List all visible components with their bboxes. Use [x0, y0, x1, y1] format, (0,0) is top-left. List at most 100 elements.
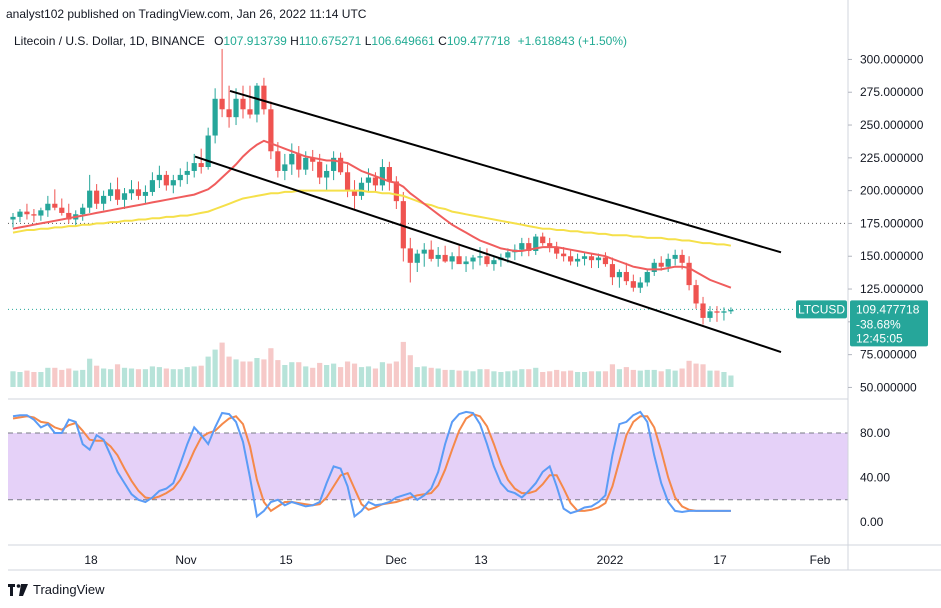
candle-body: [400, 201, 406, 249]
publisher-caption: analyst102 published on TradingView.com,…: [6, 7, 367, 21]
axes: 300.000000 275.000000 250.000000 225.000000…: [8, 0, 941, 571]
volume-bar: [289, 362, 295, 387]
open-label: O: [214, 34, 224, 48]
volume-bar: [128, 368, 135, 387]
countdown-text: 12:45:05: [856, 331, 903, 345]
candle-body: [707, 311, 713, 318]
volume-bar: [226, 356, 232, 387]
volume-bar: [512, 370, 518, 387]
candle-body: [407, 248, 413, 263]
candle-body: [324, 170, 330, 178]
volume-bar: [80, 369, 86, 387]
time-tick-label: 13: [474, 553, 488, 567]
candle-body: [337, 157, 344, 173]
volume-bar: [177, 369, 183, 387]
ticker-badge: [796, 300, 847, 319]
candle-body: [156, 174, 162, 181]
volume-bar: [344, 361, 351, 387]
volume-bar: [317, 362, 323, 387]
price-tick-label: 150.000000: [860, 249, 924, 263]
close-value: 109.477718: [446, 34, 511, 48]
price-tick-label: 175.000000: [860, 216, 924, 230]
price-tick-label: 200.000000: [860, 184, 924, 198]
low-label: L: [364, 34, 372, 48]
candle-body: [296, 153, 302, 170]
time-tick-label: 17: [713, 553, 727, 567]
price-tick-label: 225.000000: [860, 151, 924, 165]
volume-bar: [45, 367, 51, 387]
volume-bar: [526, 369, 532, 387]
volume-bar: [142, 369, 149, 387]
volume-bar: [17, 372, 23, 387]
ohlc-values: O107.913739 H110.675271 L106.649661 C109…: [214, 34, 627, 48]
volume-bar: [428, 367, 434, 387]
candle-body: [59, 207, 65, 213]
candle-body: [205, 135, 211, 168]
volume-bar: [94, 365, 100, 387]
volume-bar: [700, 364, 706, 387]
candle-body: [240, 98, 246, 110]
volume-bar: [24, 370, 30, 387]
candle-body: [442, 254, 448, 262]
candle-body: [66, 212, 72, 220]
candle-body: [275, 151, 281, 171]
candle-body: [310, 157, 316, 162]
volume-bar: [184, 367, 190, 387]
volume-bar: [414, 367, 420, 387]
volume-bar: [637, 370, 643, 387]
volume-bar: [10, 371, 16, 387]
candle-body: [142, 191, 149, 196]
time-tick-label: Feb: [810, 553, 831, 567]
candle-body: [317, 161, 323, 178]
candle-body: [344, 172, 351, 191]
candle-body: [163, 174, 169, 186]
candle-body: [491, 260, 497, 265]
candle-body: [602, 257, 609, 265]
volume-bar: [38, 372, 44, 387]
volume-bar: [714, 370, 720, 387]
price-tick-label: 250.000000: [860, 118, 924, 132]
candle-body: [128, 189, 135, 194]
volume-bar: [707, 370, 713, 387]
candle-body: [623, 271, 629, 282]
candle-body: [609, 264, 616, 278]
volume-bar: [149, 366, 155, 387]
candle-body: [107, 189, 114, 196]
volume-bar: [170, 369, 176, 387]
volume-bar: [574, 372, 581, 387]
volume-bar: [261, 359, 267, 387]
ma-fast-line: [12, 139, 732, 289]
stoch-tick-label: 0.00: [860, 515, 884, 529]
volume-bar: [679, 368, 685, 387]
stochastic-lines: [12, 410, 731, 519]
change-value: +1.618843 (+1.50%): [517, 34, 627, 48]
candle-body: [170, 180, 176, 186]
candle-body: [561, 253, 567, 257]
stoch-tick-label: 40.00: [860, 471, 890, 485]
candle-body: [52, 203, 58, 208]
candle-body: [463, 261, 469, 265]
candle-body: [358, 182, 365, 196]
candle-body: [10, 216, 16, 220]
volume-bar: [561, 371, 567, 387]
candle-body: [45, 203, 51, 211]
volume-bar: [303, 366, 309, 387]
candle-body: [588, 256, 595, 261]
volume-bar: [540, 372, 546, 387]
candle-body: [121, 193, 128, 200]
volume-bar: [547, 371, 553, 387]
volume-bar: [282, 365, 288, 387]
time-tick-label: 18: [84, 553, 98, 567]
candle-body: [477, 256, 483, 258]
candle-body: [679, 254, 685, 263]
candle-body: [233, 98, 239, 118]
volume-bar: [268, 348, 274, 387]
volume-bar: [358, 367, 365, 387]
price-tick-label: 50.000000: [860, 380, 917, 394]
candle-body: [470, 257, 476, 262]
candle-body: [505, 252, 511, 258]
candle-body: [721, 311, 727, 313]
volume-bar: [219, 342, 225, 387]
footer-brand[interactable]: TradingView: [8, 582, 105, 597]
